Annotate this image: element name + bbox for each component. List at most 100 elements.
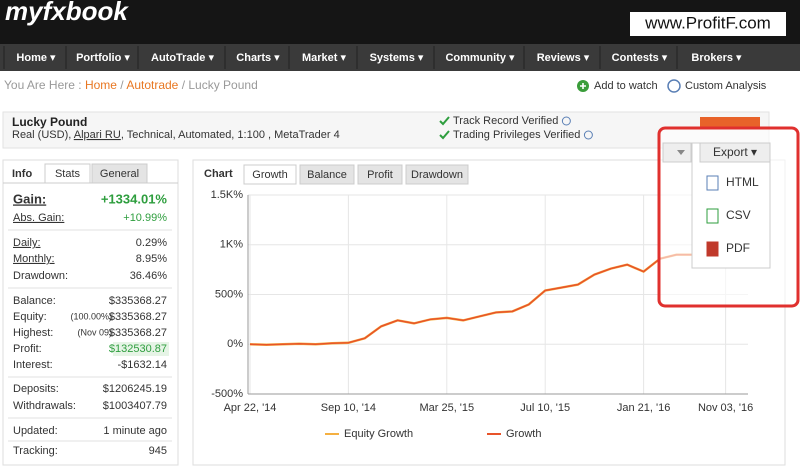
dropdown	[662, 142, 692, 163]
export-item[interactable]: HTML	[726, 175, 759, 189]
chart-tab[interactable]: Growth	[252, 169, 287, 181]
file-icon	[706, 241, 719, 257]
nav-item[interactable]: Contests ▾	[612, 52, 668, 64]
stat-label: Withdrawals:	[13, 400, 76, 412]
nav-item[interactable]: Home ▾	[16, 52, 56, 64]
account-detail: Real (USD),	[12, 129, 74, 141]
action-link[interactable]: Add to watch	[594, 80, 658, 92]
stat-label: Drawdown:	[13, 270, 68, 282]
breadcrumb-separator: /	[117, 78, 126, 92]
tab	[405, 164, 469, 185]
analysis-icon	[667, 79, 681, 93]
check-icon	[439, 116, 450, 126]
y-tick-label: 0%	[227, 338, 243, 350]
nav-item[interactable]: Reviews ▾	[537, 52, 590, 64]
x-tick-label: Jan 21, '16	[617, 402, 670, 414]
x-tick-label: Sep 10, '14	[321, 402, 376, 414]
chart-tab[interactable]: Balance	[307, 169, 347, 181]
stats-tab: Info	[12, 168, 32, 180]
file-icon	[706, 175, 719, 191]
stat-label: Tracking:	[13, 445, 58, 457]
x-tick-label: Jul 10, '15	[520, 402, 570, 414]
breadcrumb-item[interactable]: Autotrade	[126, 78, 178, 92]
nav-item[interactable]: Systems ▾	[370, 52, 424, 64]
stat-label: Gain:	[13, 191, 46, 206]
stat-value: 0.29%	[136, 237, 167, 249]
stat-value: 1 minute ago	[103, 425, 167, 437]
action-link[interactable]: Custom Analysis	[685, 80, 767, 92]
stat-label: Abs. Gain:	[13, 212, 64, 224]
stat-value: $335368.27	[109, 311, 167, 323]
info-icon	[561, 116, 571, 126]
x-tick-label: Nov 03, '16	[698, 402, 753, 414]
dropdown-arrow	[677, 150, 685, 155]
add-icon-plus	[580, 83, 586, 89]
chart-panel-title: Chart	[204, 168, 233, 180]
breadcrumb-prefix: You Are Here :	[4, 78, 85, 92]
stat-value: 945	[149, 445, 167, 457]
stat-value: $1206245.19	[103, 383, 167, 395]
verified-label: Trading Privileges Verified	[453, 129, 580, 141]
orange-button	[700, 117, 760, 129]
nav-item[interactable]: Charts ▾	[236, 52, 280, 64]
nav-item[interactable]: Market ▾	[302, 52, 347, 64]
nav-bar	[0, 44, 800, 71]
account-name: Lucky Pound	[12, 115, 87, 129]
y-tick-label: 1.5K%	[211, 189, 244, 201]
stat-value: +1334.01%	[101, 191, 168, 206]
nav-item[interactable]: Community ▾	[445, 52, 515, 64]
breadcrumb: You Are Here : Home / Autotrade / Lucky …	[4, 78, 258, 92]
stat-label: Monthly:	[13, 253, 55, 265]
account-detail[interactable]: Alpari RU	[74, 129, 121, 141]
legend-label: Equity Growth	[344, 428, 413, 440]
breadcrumb-item: Lucky Pound	[188, 78, 257, 92]
stats-tab[interactable]: Stats	[55, 168, 81, 180]
account-details: Real (USD), Alpari RU, Technical, Automa…	[12, 129, 340, 141]
watermark-box	[630, 12, 786, 36]
export-item[interactable]: PDF	[726, 241, 750, 255]
export-button[interactable]	[699, 142, 771, 163]
x-tick-label: Mar 25, '15	[419, 402, 474, 414]
stats-panel	[2, 159, 179, 466]
file-icon	[706, 208, 719, 224]
export-menu	[691, 142, 771, 269]
profit-highlight	[113, 342, 169, 356]
account-detail: , Technical, Automated, 1:100 , MetaTrad…	[121, 129, 340, 141]
nav-item[interactable]: Portfolio ▾	[76, 52, 130, 64]
breadcrumb-item[interactable]: Home	[85, 78, 117, 92]
export-button-label[interactable]: Export ▾	[713, 145, 757, 159]
nav-item[interactable]: Brokers ▾	[691, 52, 742, 64]
stat-value: $335368.27	[109, 327, 167, 339]
stat-value: 8.95%	[136, 253, 167, 265]
stat-value: -$1632.14	[117, 359, 167, 371]
stat-value: +10.99%	[123, 212, 167, 224]
stat-label: Interest:	[13, 359, 53, 371]
stat-label: Profit:	[13, 343, 42, 355]
stat-label: Updated:	[13, 425, 58, 437]
stats-tab[interactable]: General	[100, 168, 139, 180]
stat-value: $335368.27	[109, 295, 167, 307]
stat-label: Highest:	[13, 327, 53, 339]
stat-label: Daily:	[13, 237, 41, 249]
tab	[357, 164, 403, 185]
y-tick-label: 500%	[215, 288, 243, 300]
stat-note: (Nov 09)	[77, 327, 112, 337]
stat-label: Balance:	[13, 295, 56, 307]
verified-label: Track Record Verified	[453, 115, 558, 127]
export-item[interactable]: CSV	[726, 208, 751, 222]
tab	[299, 164, 355, 185]
watermark: www.ProfitF.com	[644, 13, 771, 32]
logo[interactable]: myfxbook	[5, 0, 129, 26]
stat-value: $1003407.79	[103, 400, 167, 412]
y-tick-label: -500%	[211, 388, 243, 400]
check-icon	[439, 130, 450, 140]
stat-value: 36.46%	[130, 270, 168, 282]
breadcrumb-separator: /	[178, 78, 188, 92]
chart-tab[interactable]: Drawdown	[411, 169, 463, 181]
nav-item[interactable]: AutoTrade ▾	[151, 52, 214, 64]
chart-tab[interactable]: Profit	[367, 169, 393, 181]
info-icon	[583, 130, 593, 140]
legend-label: Growth	[506, 428, 541, 440]
